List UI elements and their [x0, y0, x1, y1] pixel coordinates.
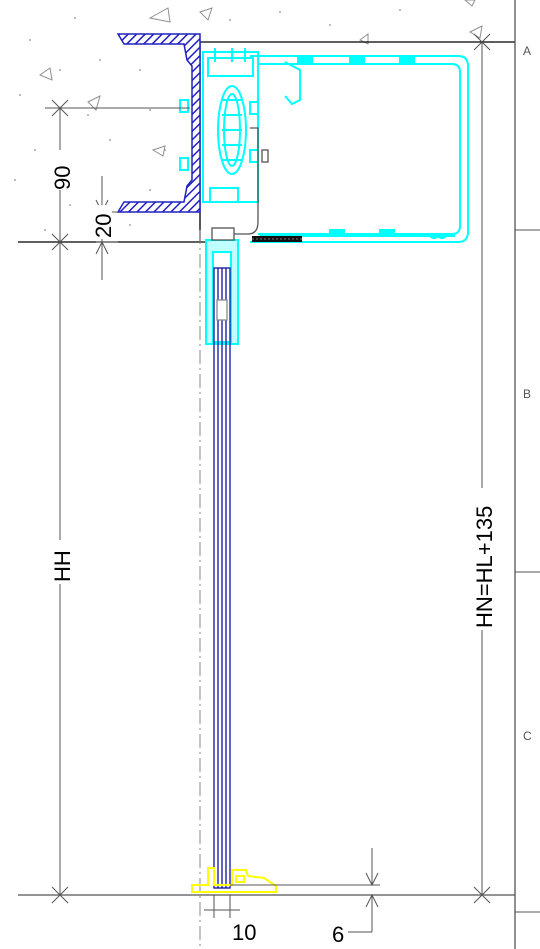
dimension-lines: [45, 33, 491, 933]
zone-label-c: C: [523, 729, 532, 743]
dim-20: 20: [91, 214, 116, 238]
bottom-guide: [191, 867, 277, 893]
dim-6: 6: [332, 922, 344, 947]
dim-hn: HN=HL+135: [472, 506, 497, 628]
zone-strip: A B C: [514, 0, 540, 949]
bracket: [211, 127, 269, 241]
dim-hh: HH: [50, 550, 75, 582]
zone-label-a: A: [523, 44, 531, 58]
zone-label-b: B: [523, 387, 531, 401]
dim-10: 10: [232, 920, 256, 945]
steel-channel: [116, 33, 201, 213]
glass-panel: [213, 267, 231, 889]
dim-90: 90: [50, 166, 75, 190]
concrete-slab: [14, 0, 483, 231]
